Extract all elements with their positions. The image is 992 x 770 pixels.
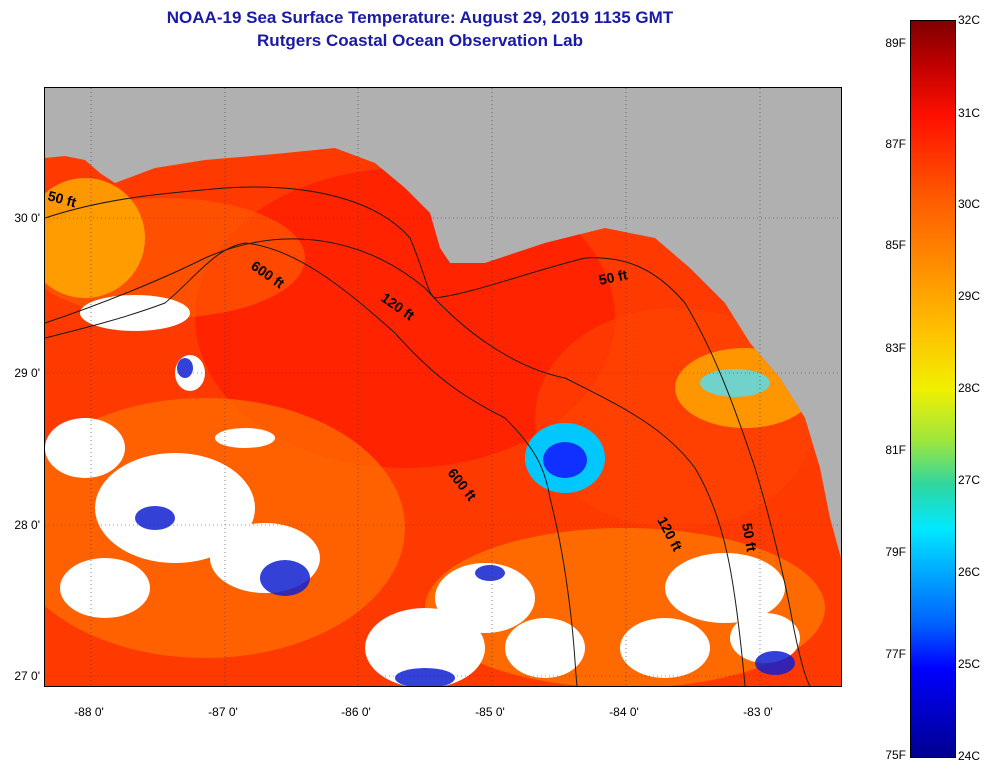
colorbar-f-75: 75F — [885, 748, 906, 762]
colorbar-c-29: 29C — [958, 289, 981, 303]
sst-map: 50 ft 600 ft 120 ft 50 ft 600 ft 120 ft … — [44, 87, 842, 687]
colorbar-c-26: 26C — [958, 565, 981, 579]
colorbar-c-25: 25C — [958, 657, 981, 671]
colorbar-f-87: 87F — [885, 137, 906, 151]
lon-label-86: -86 0' — [341, 705, 371, 719]
colorbar-f-79: 79F — [885, 545, 906, 559]
contour-label-50ft-south: 50 ft — [739, 522, 760, 553]
map-title: NOAA-19 Sea Surface Temperature: August … — [166, 8, 674, 27]
lon-label-87: -87 0' — [208, 705, 238, 719]
depth-contours — [45, 186, 811, 686]
lon-label-83: -83 0' — [743, 705, 773, 719]
colorbar-c-30: 30C — [958, 197, 981, 211]
colorbar-c-28: 28C — [958, 381, 981, 395]
map-subtitle: Rutgers Coastal Ocean Observation Lab — [257, 31, 583, 50]
temperature-colorbar — [910, 20, 956, 758]
cloud-cover — [45, 295, 800, 686]
colorbar-c-31: 31C — [958, 106, 981, 120]
colorbar-f-85: 85F — [885, 238, 906, 252]
colorbar-f-89: 89F — [885, 36, 906, 50]
lon-label-85: -85 0' — [475, 705, 505, 719]
lon-label-84: -84 0' — [609, 705, 639, 719]
colorbar-f-81: 81F — [885, 443, 906, 457]
lat-label-28: 28 0' — [14, 518, 40, 532]
colorbar-c-27: 27C — [958, 473, 981, 487]
lat-label-27: 27 0' — [14, 669, 40, 683]
lat-label-30: 30 0' — [14, 211, 40, 225]
lat-label-29: 29 0' — [14, 366, 40, 380]
colorbar-c-24: 24C — [958, 749, 981, 763]
colorbar-c-32: 32C — [958, 13, 981, 27]
lon-label-88: -88 0' — [74, 705, 104, 719]
contour-label-50ft-west: 50 ft — [46, 187, 78, 210]
colorbar-f-83: 83F — [885, 341, 906, 355]
contour-label-50ft-bigbend: 50 ft — [597, 266, 629, 288]
colorbar-f-77: 77F — [885, 647, 906, 661]
